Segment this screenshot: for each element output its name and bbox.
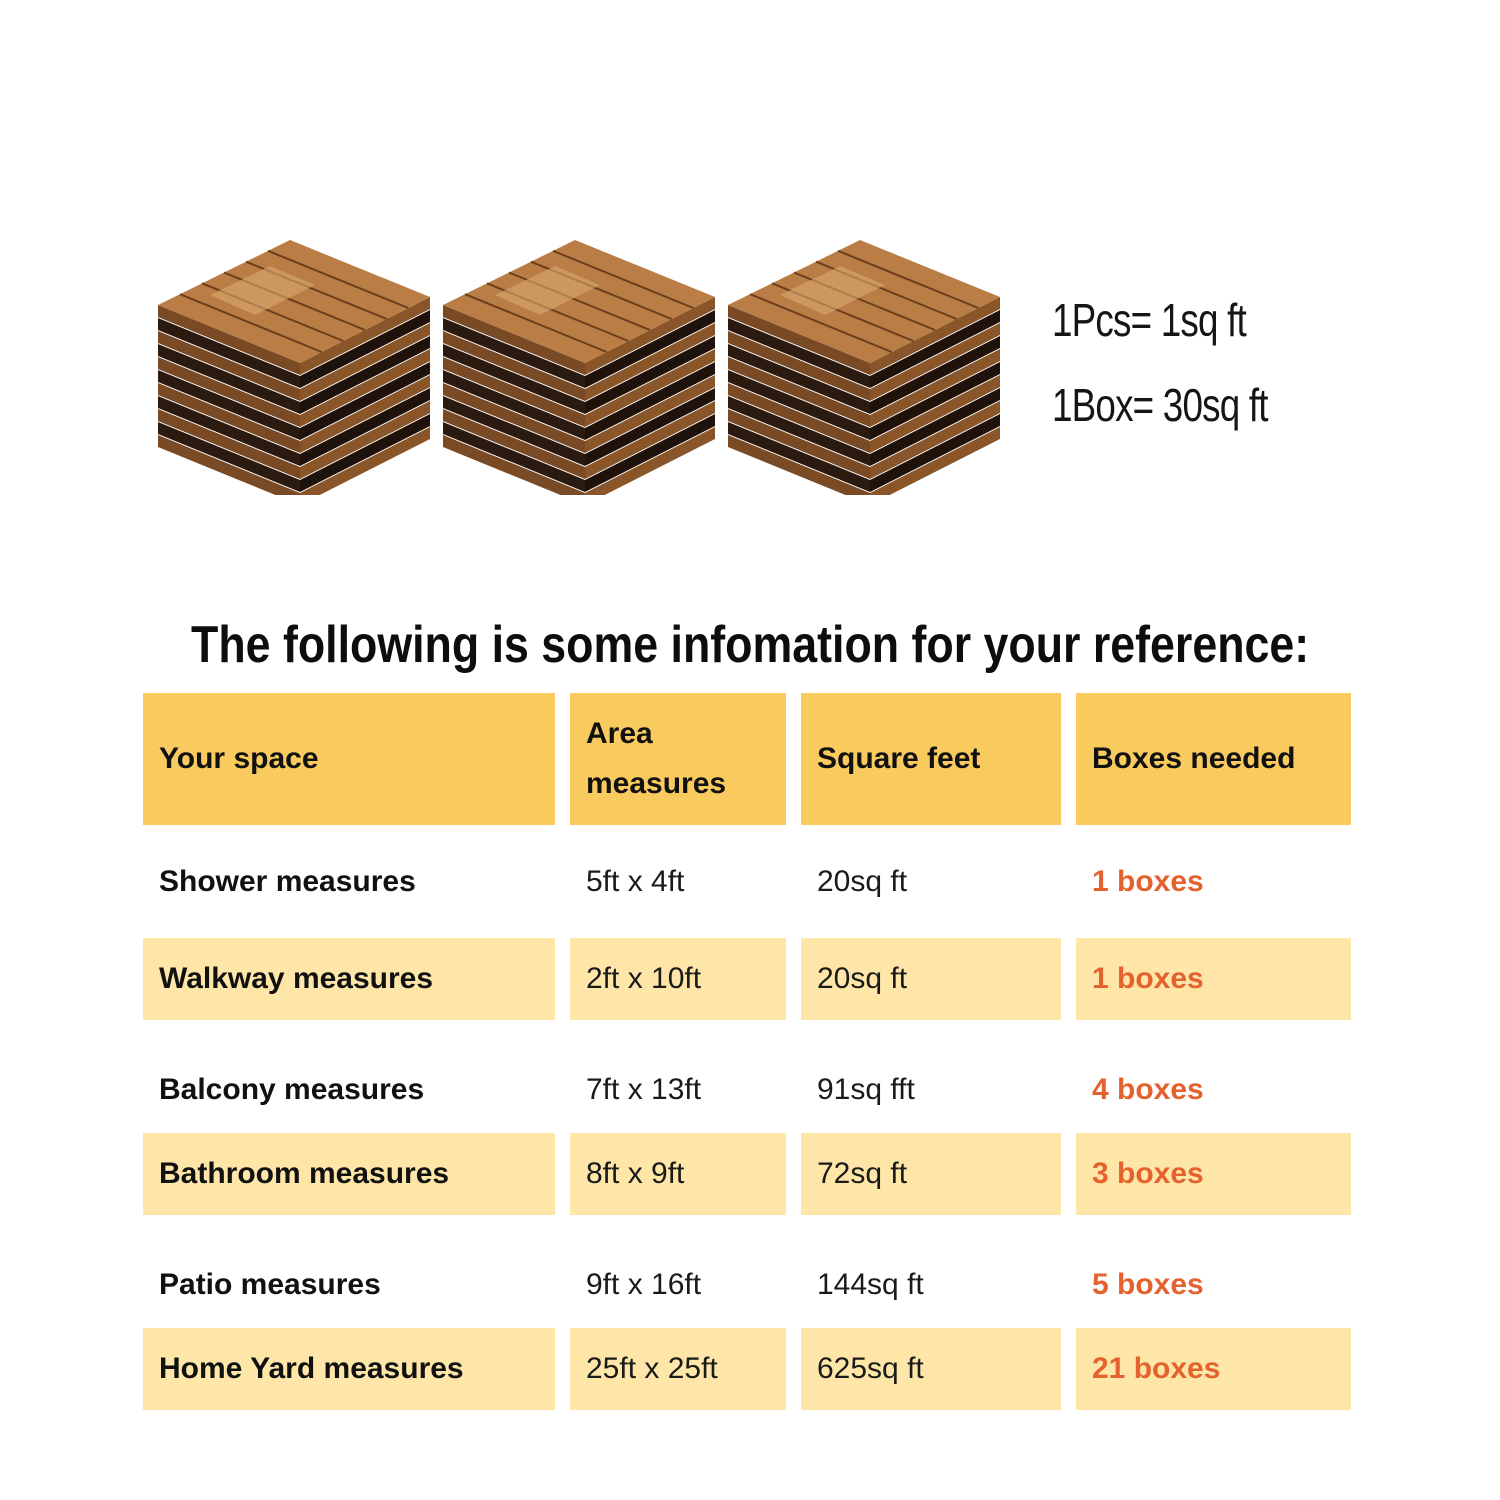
header-boxes-needed: Boxes needed [1076,693,1351,825]
cell-square-feet: 20sq ft [801,938,1061,1020]
coverage-table: Your space Area measures Square feet Box… [143,693,1351,1410]
piece-coverage-text: 1Pcs= 1sq ft [1052,294,1247,346]
table-row: Walkway measures 2ft x 10ft 20sq ft 1 boxes [143,938,1351,1020]
cell-boxes: 4 boxes [1092,1073,1204,1106]
tile-stack-image [728,240,1000,495]
cell-square-feet: 625sq ft [801,1328,1061,1410]
cell-boxes: 21 boxes [1076,1328,1351,1410]
cell-area: 7ft x 13ft [586,1073,702,1106]
cell-area: 8ft x 9ft [570,1133,786,1215]
cell-boxes: 1 boxes [1076,938,1351,1020]
table-header-row: Your space Area measures Square feet Box… [143,693,1351,825]
cell-space: Patio measures [159,1268,381,1301]
cell-square-feet: 144sq ft [817,1268,924,1301]
cell-square-feet: 91sq fft [817,1073,915,1106]
cell-boxes: 5 boxes [1092,1268,1204,1301]
cell-space: Shower measures [159,864,416,898]
cell-area: 2ft x 10ft [570,938,786,1020]
cell-area: 5ft x 4ft [586,864,685,898]
table-row: Shower measures 5ft x 4ft 20sq ft 1 boxes [143,825,1351,938]
cell-boxes: 1 boxes [1092,864,1204,898]
table-row: Bathroom measures 8ft x 9ft 72sq ft 3 boxes [143,1133,1351,1215]
cell-space: Balcony measures [159,1073,425,1106]
cell-area: 25ft x 25ft [570,1328,786,1410]
tile-stack-image [158,240,430,495]
tile-stack-image [443,240,715,495]
table-row: Patio measures 9ft x 16ft 144sq ft 5 boxes [143,1230,1351,1340]
cell-space: Bathroom measures [143,1133,555,1215]
cell-square-feet: 20sq ft [817,864,908,898]
box-coverage-text: 1Box= 30sq ft [1052,379,1268,431]
cell-space: Home Yard measures [143,1328,555,1410]
table-row: Balcony measures 7ft x 13ft 91sq fft 4 boxe… [143,1035,1351,1145]
cell-boxes: 3 boxes [1076,1133,1351,1215]
header-your-space: Your space [143,693,555,825]
cell-space: Walkway measures [143,938,555,1020]
header-area-measures: Area measures [570,693,786,825]
cell-area: 9ft x 16ft [586,1268,702,1301]
header-square-feet: Square feet [801,693,1061,825]
tile-stacks-image [150,235,1010,495]
table-row: Home Yard measures 25ft x 25ft 625sq ft 21 … [143,1328,1351,1410]
reference-heading: The following is some infomation for you… [190,616,1310,674]
cell-square-feet: 72sq ft [801,1133,1061,1215]
